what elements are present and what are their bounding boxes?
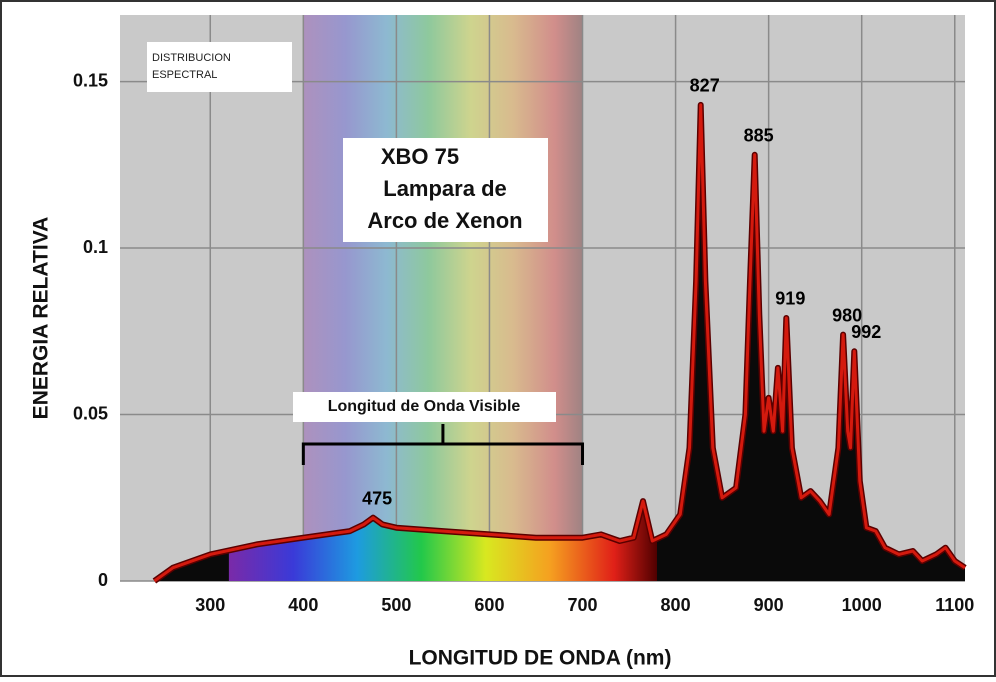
x-tick-label: 400 <box>288 595 318 615</box>
peak-label: 827 <box>690 76 720 96</box>
lamp-label: Arco de Xenon <box>367 208 522 233</box>
x-axis-title: LONGITUD DE ONDA (nm) <box>409 647 672 670</box>
lamp-label: XBO 75 <box>381 144 459 169</box>
x-tick-label: 900 <box>754 595 784 615</box>
visible-band <box>303 15 583 581</box>
visible-label: Longitud de Onda Visible <box>328 398 521 415</box>
peak-label: 475 <box>362 488 392 508</box>
peak-label: 885 <box>744 126 774 146</box>
x-tick-label: 300 <box>195 595 225 615</box>
y-tick-label: 0.1 <box>83 237 108 257</box>
visible-label-box <box>293 392 556 422</box>
x-tick-label: 500 <box>381 595 411 615</box>
x-tick-label: 600 <box>474 595 504 615</box>
title-box <box>147 42 292 92</box>
line <box>153 103 966 583</box>
x-tick-label: 1000 <box>842 595 882 615</box>
visible-bracket <box>301 424 585 465</box>
box-title: ESPECTRAL <box>152 69 217 81</box>
y-tick-label: 0.15 <box>73 70 108 90</box>
x-tick-label: 800 <box>661 595 691 615</box>
peak-label: 980 <box>832 305 862 325</box>
y-tick-label: 0.05 <box>73 403 108 423</box>
y-axis-title: ENERGIA RELATIVA <box>30 217 53 420</box>
x-tick-label: 700 <box>567 595 597 615</box>
area-fill <box>154 104 965 582</box>
peak-label: 992 <box>851 322 881 342</box>
lamp-label: Lampara de <box>383 176 507 201</box>
x-tick-label: 1100 <box>935 595 974 615</box>
peak-label: 919 <box>775 289 805 309</box>
lamp-box <box>343 138 548 242</box>
y-tick-label: 0 <box>98 570 108 590</box>
box-title: DISTRIBUCION <box>152 52 231 64</box>
